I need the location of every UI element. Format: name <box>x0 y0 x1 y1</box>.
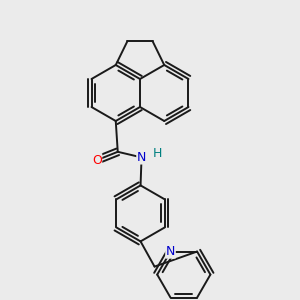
Text: H: H <box>152 147 162 160</box>
Text: O: O <box>92 154 102 167</box>
Text: N: N <box>137 151 146 164</box>
Text: N: N <box>166 245 175 258</box>
